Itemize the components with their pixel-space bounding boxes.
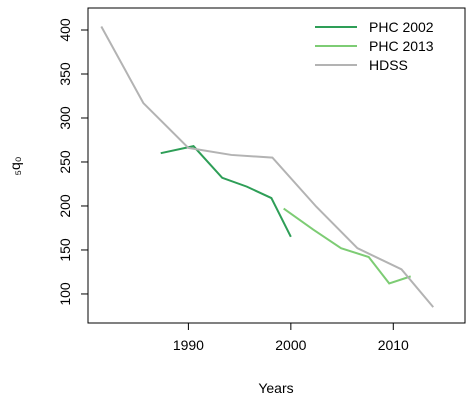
y-tick-label: 200 [57,194,73,218]
x-tick-label: 2000 [275,337,306,353]
y-tick-label: 150 [57,238,73,262]
legend-label: HDSS [369,57,408,73]
y-axis-label: ₅q₀ [7,156,23,175]
x-axis-label: Years [258,380,293,396]
y-tick-label: 300 [57,106,73,130]
plot-frame [87,7,466,324]
legend-label: PHC 2002 [369,19,434,35]
series-line [160,145,292,238]
x-tick-label: 1990 [173,337,204,353]
y-tick-label: 400 [57,18,73,42]
y-tick-label: 350 [57,62,73,86]
series-line [100,25,435,308]
series-line [283,207,412,285]
y-tick-label: 250 [57,150,73,174]
y-tick-label: 100 [57,282,73,306]
legend-label: PHC 2013 [369,38,434,54]
x-tick-label: 2010 [378,337,409,353]
